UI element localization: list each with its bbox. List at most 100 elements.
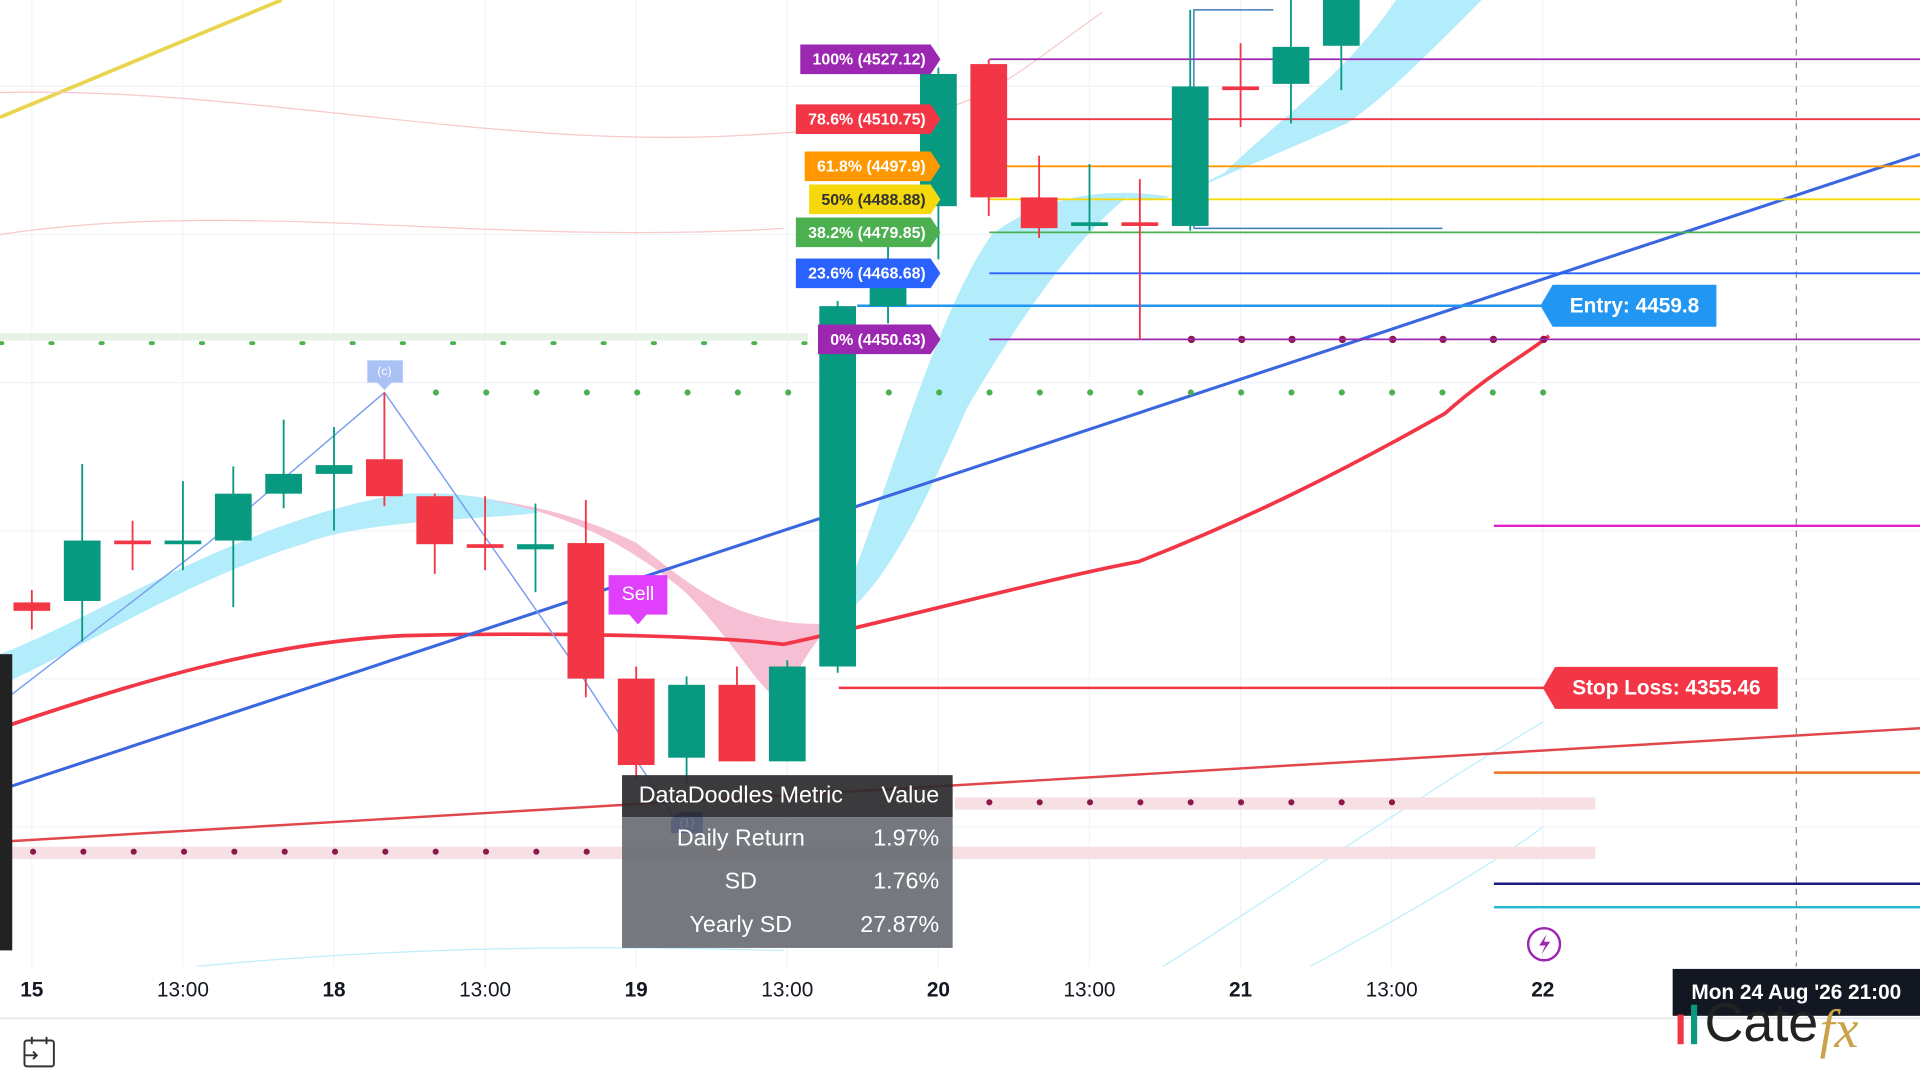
icon-bolt (1539, 934, 1551, 955)
fib-label-bg (804, 151, 941, 182)
table-body-bg (622, 817, 953, 948)
calendar-icon[interactable] (23, 1036, 55, 1068)
sell-label: Sell (622, 583, 655, 605)
fib-label: 38.2% (4479.85) (795, 217, 941, 248)
candle-body (63, 540, 101, 601)
fib-label-bg (817, 324, 941, 355)
candle-body (517, 544, 554, 550)
fib-label: 23.6% (4468.68) (795, 258, 941, 289)
fib-label-bg (809, 184, 941, 215)
candle-body (1322, 0, 1360, 46)
candle-body (819, 306, 857, 667)
candle-body (1020, 197, 1058, 229)
sell-label-bg (608, 575, 668, 625)
candle-body (366, 459, 403, 497)
stop-loss-label: Stop Loss: 4355.46 (1542, 666, 1778, 709)
x-tick-label: 13:00 (761, 979, 813, 1002)
candle-body (617, 678, 655, 766)
x-tick-label: 22 (1531, 979, 1554, 1002)
x-tick-label: 21 (1229, 979, 1253, 1002)
x-axis-area (0, 966, 1920, 1019)
x-tick-label: 13:00 (1366, 979, 1418, 1002)
cloud (832, 0, 1482, 624)
fib-label: 0% (4450.63) (817, 324, 941, 355)
table-cell: 27.87% (860, 911, 939, 937)
table-cell: Daily Return (677, 824, 805, 850)
candles (13, 0, 1360, 785)
candle-body (1222, 86, 1259, 91)
wave-label: (c) (377, 364, 391, 378)
fib-label: 78.6% (4510.75) (795, 104, 941, 135)
levels (838, 58, 1920, 690)
icon-part (24, 1050, 39, 1060)
candle-body (970, 64, 1008, 198)
level-band (955, 797, 1596, 810)
candle-body (164, 540, 202, 545)
wave-label-bg (367, 360, 403, 391)
logo-bar (1677, 1014, 1684, 1045)
logo-text: Cate (1704, 993, 1818, 1053)
band-line (1162, 721, 1544, 967)
cloud (489, 499, 833, 704)
trend-line (0, 0, 283, 119)
fib-label-bg (795, 258, 941, 289)
fib-label-bg (795, 104, 941, 135)
metrics-table: DataDoodles Metric Value Daily Return 1.… (622, 775, 953, 948)
candle-body (466, 544, 504, 548)
table-header-bg (622, 775, 953, 818)
fib-label-text: 61.8% (4497.9) (817, 159, 926, 176)
candle-body (920, 73, 957, 207)
fib-label: 50% (4488.88) (809, 184, 941, 215)
moving-average (0, 334, 1551, 730)
candle-body (668, 684, 705, 758)
fib-label-text: 100% (4527.12) (813, 52, 926, 69)
fib-label-text: 0% (4450.63) (830, 332, 925, 349)
crosshair-box (1672, 968, 1920, 1016)
side-panel (0, 654, 13, 951)
table-cell: 1.97% (873, 824, 939, 850)
candle-body (567, 543, 605, 679)
candle-body (1272, 46, 1310, 84)
table-header: DataDoodles Metric (639, 781, 843, 807)
stop-loss-label-text: Stop Loss: 4355.46 (1572, 677, 1760, 700)
labels: 100% (4527.12) 78.6% (4510.75) 61.8% (4497… (367, 44, 1778, 834)
table-cell: 1.76% (873, 868, 939, 894)
x-tick-label: 15 (20, 979, 44, 1002)
crosshair-label: Mon 24 Aug '26 21:00 (1691, 981, 1901, 1004)
lightning-icon[interactable] (1526, 926, 1562, 962)
entry-label: Entry: 4459.8 (1540, 284, 1717, 327)
table-header: Value (881, 781, 939, 807)
logo: Cate fx (1677, 993, 1859, 1059)
trend-line (0, 152, 1920, 792)
fib-label-text: 78.6% (4510.75) (808, 112, 926, 129)
table-cell: Yearly SD (690, 911, 793, 937)
fib-label: 61.8% (4497.9) (804, 151, 941, 182)
fib-label-text: 23.6% (4468.68) (808, 266, 926, 283)
candle-body (114, 540, 151, 545)
candle-body (315, 465, 353, 474)
candle-body (1071, 222, 1108, 226)
x-axis: 15 13:00 18 13:00 19 13:00 20 13:00 21 13:00 22 (20, 979, 1554, 1002)
x-tick-label: 13:00 (459, 979, 511, 1002)
entry-label-text: Entry: 4459.8 (1570, 294, 1699, 317)
fib-label-bg (795, 217, 941, 248)
x-tick-label: 13:00 (157, 979, 209, 1002)
table-cell: SD (725, 868, 757, 894)
stop-loss-label-bg (1542, 666, 1778, 709)
fib-label: 100% (4527.12) (800, 44, 941, 75)
wave-line (0, 391, 675, 818)
logo-text: fx (1820, 999, 1859, 1059)
icon-frame (23, 1039, 55, 1068)
candle-body (416, 496, 454, 545)
candle-body (13, 602, 51, 611)
entry-label-bg (1540, 284, 1717, 327)
x-tick-label: 13:00 (1063, 979, 1115, 1002)
x-tick-label: 18 (322, 979, 345, 1002)
candle-body (1171, 86, 1209, 226)
fib-label-bg (800, 44, 941, 75)
candle-body (768, 666, 806, 762)
candle-body (214, 493, 252, 541)
band-line (0, 219, 784, 236)
